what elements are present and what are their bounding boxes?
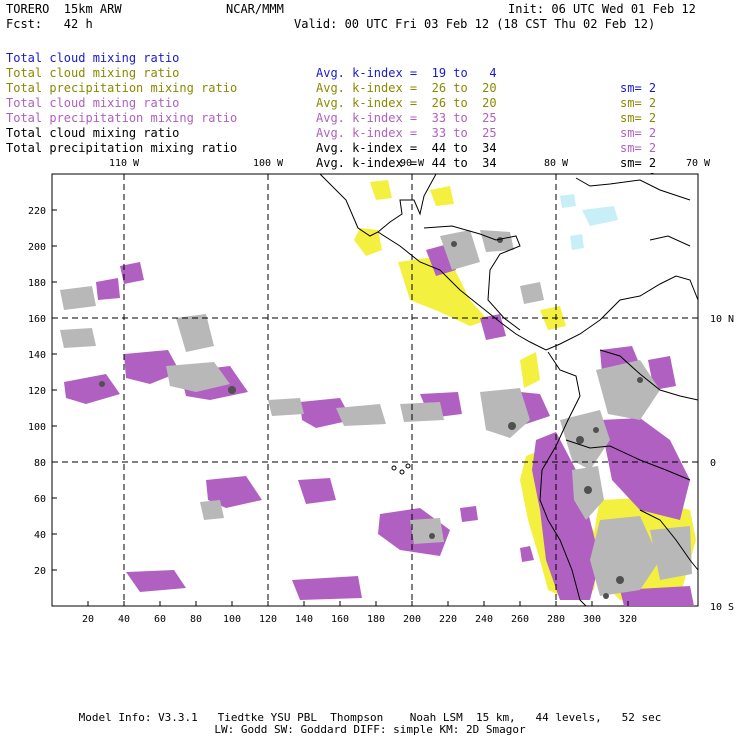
lon-label: 90 W — [400, 158, 425, 169]
bottom-tick-label: 320 — [619, 614, 637, 625]
lat-label: 0 — [710, 458, 716, 469]
right-latitude-labels: 10 N 0 10 S — [710, 314, 734, 613]
forecast-hour: Fcst: 42 h — [6, 17, 93, 31]
violet-field — [64, 244, 694, 606]
model-info-line-1: Model Info: V3.3.1 Tiedtke YSU PBL Thomp… — [78, 711, 662, 724]
left-tick-label: 200 — [28, 242, 46, 253]
border-ecuador-peru — [565, 439, 691, 481]
bottom-tick-label: 300 — [583, 614, 601, 625]
lat-label: 10 N — [710, 314, 734, 325]
border-peru-brazil — [639, 509, 699, 571]
left-tick-label: 80 — [34, 458, 46, 469]
legend-smoothing: sm= 2 — [620, 141, 657, 155]
dark-core-field — [99, 237, 643, 599]
border-colombia-venezuela — [599, 349, 699, 401]
top-longitude-labels: 110 W 100 W 90 W 80 W 70 W — [109, 158, 711, 169]
legend-range: Avg. k-index = 19 to 4 — [316, 66, 497, 80]
bottom-tick-label: 280 — [547, 614, 565, 625]
left-tick-label: 120 — [28, 386, 46, 397]
bottom-tick-label: 80 — [190, 614, 202, 625]
legend-row: Total cloud mixing ratio Avg. k-index = … — [6, 81, 656, 156]
gray-field — [60, 230, 692, 596]
left-tick-label: 220 — [28, 206, 46, 217]
legend-row: Total precipitation mixing ratio Avg. k-… — [6, 96, 656, 171]
bottom-tick-label: 260 — [511, 614, 529, 625]
legend-row: Total precipitation mixing ratio Avg. k-… — [6, 66, 656, 141]
galapagos-island — [391, 465, 397, 471]
legend-row: Total cloud mixing ratio Avg. k-index = … — [6, 51, 656, 126]
legend-smoothing: sm= 2 — [620, 156, 657, 170]
legend-field: Total precipitation mixing ratio — [6, 111, 238, 125]
model-name: TORERO 15km ARW — [6, 2, 122, 16]
left-tick-label: 140 — [28, 350, 46, 361]
galapagos-island — [405, 463, 411, 469]
cyan-field — [560, 194, 618, 250]
legend-row: Total cloud mixing ratio Avg. k-index = … — [6, 111, 656, 186]
legend-range: Avg. k-index = 33 to 25 — [316, 111, 497, 125]
legend-range: Avg. k-index = 44 to 34 — [316, 156, 497, 170]
left-grid-ticks: 220 200 180 160 140 120 100 80 60 40 20 — [28, 206, 57, 577]
bottom-tick-label: 140 — [295, 614, 313, 625]
lon-label: 100 W — [253, 158, 284, 169]
left-tick-label: 60 — [34, 494, 46, 505]
legend-field: Total cloud mixing ratio — [6, 51, 180, 65]
coast-south-america-west — [539, 351, 587, 607]
legend-field: Total cloud mixing ratio — [6, 66, 180, 80]
bottom-tick-label: 180 — [367, 614, 385, 625]
bottom-tick-label: 240 — [475, 614, 493, 625]
bottom-tick-label: 100 — [223, 614, 241, 625]
galapagos-island — [399, 469, 405, 475]
organization: NCAR/MMM — [226, 2, 284, 16]
lon-label: 80 W — [544, 158, 569, 169]
model-info-line-2: LW: Godd SW: Goddard DIFF: simple KM: 2D… — [214, 723, 526, 736]
coast-central-america-pacific — [377, 231, 601, 351]
bottom-tick-label: 200 — [403, 614, 421, 625]
legend-row: Total cloud mixing ratio Avg. k-index = … — [6, 36, 656, 111]
coast-mexico — [319, 173, 437, 237]
legend-range: Avg. k-index = 26 to 20 — [316, 81, 497, 95]
init-time: Init: 06 UTC Wed 01 Feb 12 — [508, 2, 696, 16]
legend-field: Total precipitation mixing ratio — [6, 141, 238, 155]
valid-time: Valid: 00 UTC Fri 03 Feb 12 (18 CST Thu … — [294, 17, 656, 31]
cloud-field-layer — [60, 180, 696, 606]
coast-central-america-caribbean — [423, 225, 521, 331]
coast-cuba — [575, 177, 691, 201]
legend-field: Total cloud mixing ratio — [6, 96, 180, 110]
lon-label: 110 W — [109, 158, 140, 169]
latlon-grid — [52, 174, 698, 606]
bottom-tick-label: 40 — [118, 614, 130, 625]
legend-field: Total cloud mixing ratio — [6, 126, 180, 140]
bottom-tick-label: 60 — [154, 614, 166, 625]
left-tick-label: 180 — [28, 278, 46, 289]
bottom-tick-label: 220 — [439, 614, 457, 625]
bottom-tick-label: 160 — [331, 614, 349, 625]
left-tick-label: 100 — [28, 422, 46, 433]
legend-smoothing: sm= 2 — [620, 126, 657, 140]
legend-smoothing: sm= 2 — [620, 81, 657, 95]
coastlines — [319, 173, 699, 607]
legend-range: Avg. k-index = 33 to 25 — [316, 126, 497, 140]
legend-range: Avg. k-index = 44 to 34 — [316, 141, 497, 155]
coast-caribbean-north — [599, 275, 699, 321]
legend-smoothing: sm= 2 — [620, 96, 657, 110]
bottom-tick-label: 120 — [259, 614, 277, 625]
left-tick-label: 160 — [28, 314, 46, 325]
bottom-grid-ticks: 20 40 60 80 100 120 140 160 180 200 220 240 260 280 30… — [82, 601, 637, 625]
left-tick-label: 40 — [34, 530, 46, 541]
lon-label: 70 W — [686, 158, 711, 169]
left-tick-label: 20 — [34, 566, 46, 577]
legend-smoothing: sm= 2 — [620, 111, 657, 125]
lat-label: 10 S — [710, 602, 734, 613]
coast-hispaniola — [649, 235, 691, 247]
bottom-tick-label: 20 — [82, 614, 94, 625]
legend-field: Total precipitation mixing ratio — [6, 81, 238, 95]
legend-range: Avg. k-index = 26 to 20 — [316, 96, 497, 110]
